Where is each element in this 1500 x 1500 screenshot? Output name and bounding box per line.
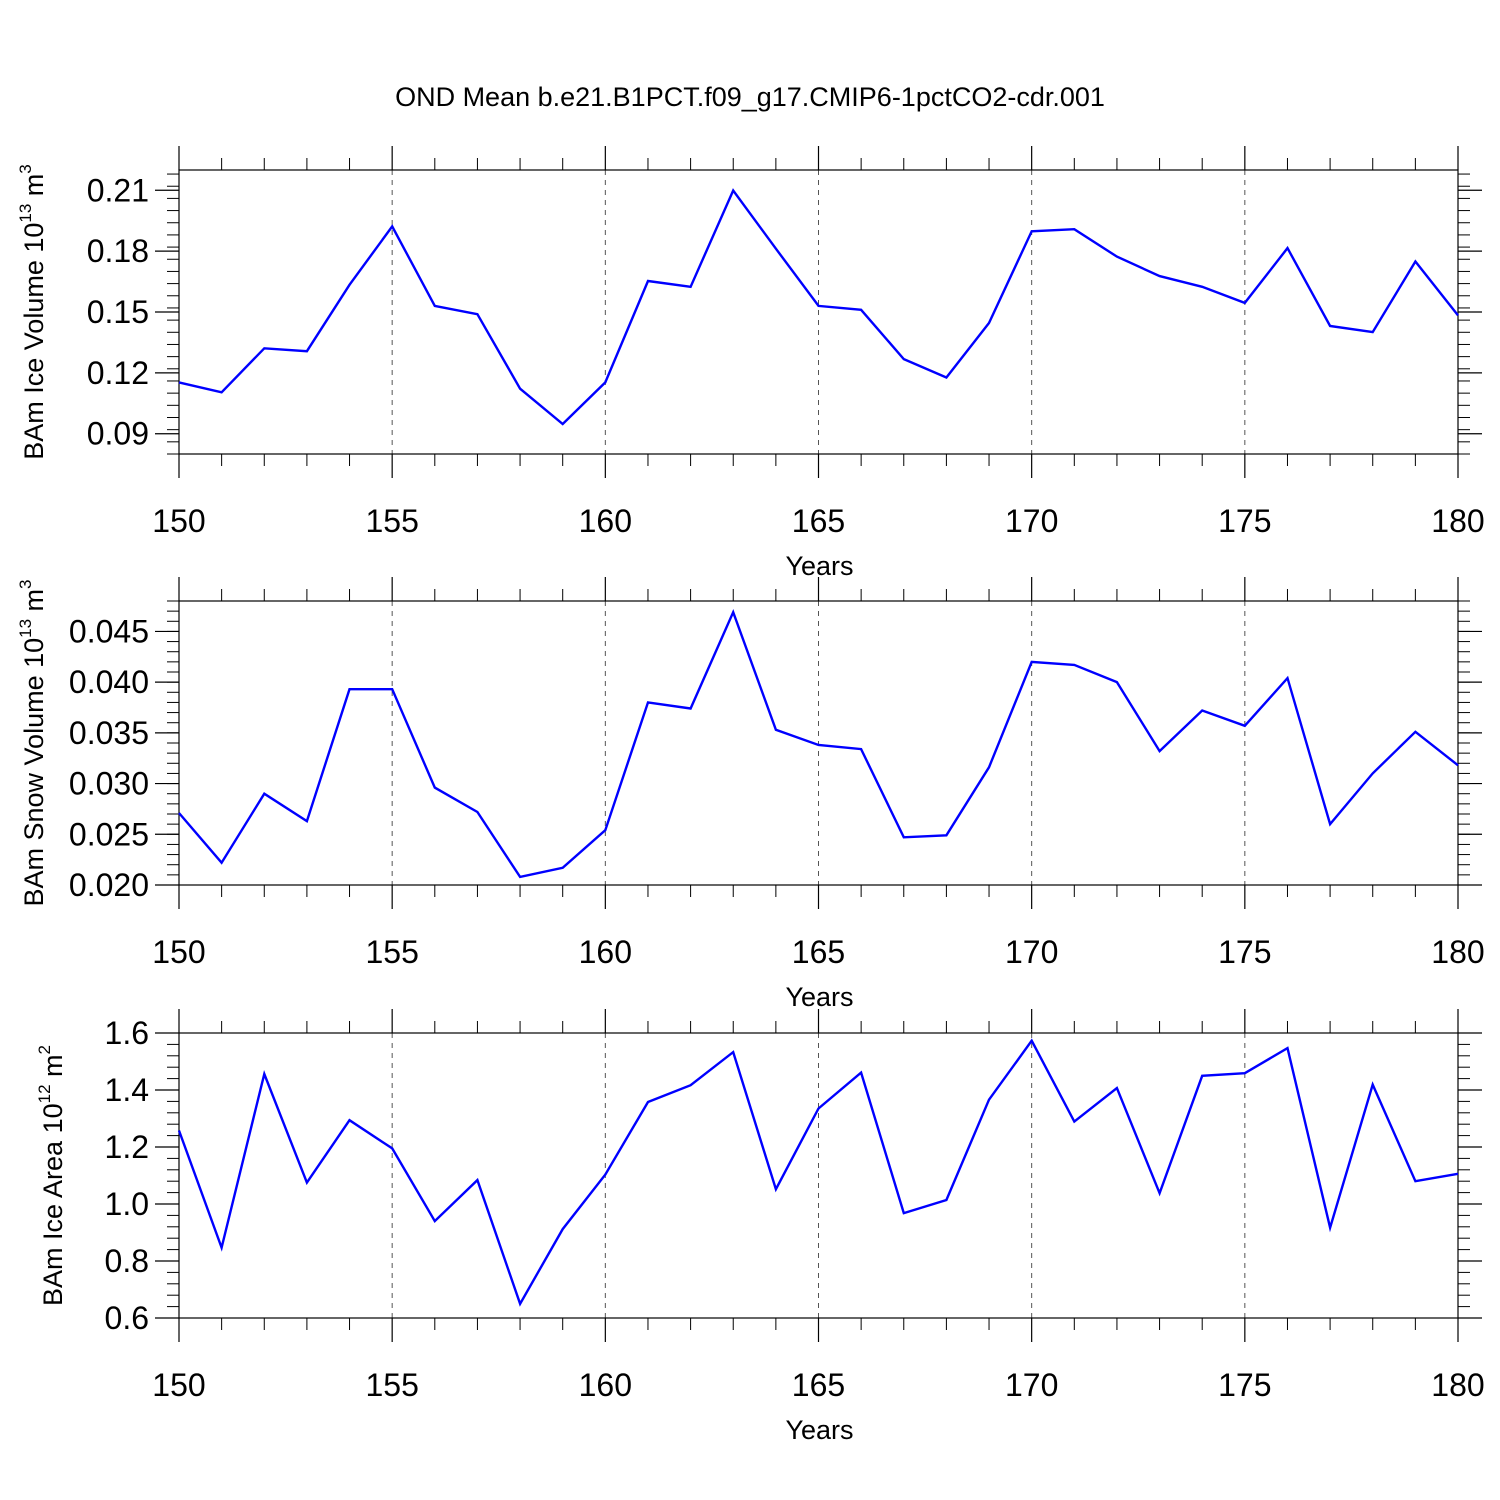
chart-panels: 0.09 0.12 0.15 0.18 0.21 150 155 160 165 170 175 18…: [16, 146, 1485, 1445]
x-tick-label: 165: [792, 1367, 845, 1403]
y-tick-label: 0.025: [69, 816, 149, 852]
y-tick-label: 0.030: [69, 766, 149, 802]
x-axis-label: Years: [785, 1415, 853, 1445]
x-tick-label: 160: [579, 1367, 632, 1403]
x-tick-label: 150: [152, 934, 205, 970]
y-tick-label: 0.6: [105, 1300, 149, 1336]
y-tick-label: 0.035: [69, 715, 149, 751]
x-tick-label: 175: [1218, 934, 1271, 970]
x-tick-label: 180: [1431, 503, 1484, 539]
y-tick-label: 0.045: [69, 613, 149, 649]
x-tick-label: 165: [792, 503, 845, 539]
series-line: [178, 608, 1459, 879]
x-axis-label: Years: [785, 982, 853, 1012]
y-tick-label: 0.8: [105, 1243, 149, 1279]
x-tick-label: 150: [152, 503, 205, 539]
x-tick-label: 175: [1218, 503, 1271, 539]
x-tick-label: 165: [792, 934, 845, 970]
y-tick-label: 0.15: [87, 294, 149, 330]
x-tick-label: 155: [365, 934, 418, 970]
series-line: [178, 188, 1459, 426]
y-tick-label: 1.2: [105, 1129, 149, 1165]
x-tick-label: 155: [365, 1367, 418, 1403]
x-tick-label: 160: [579, 503, 632, 539]
x-axis-label: Years: [785, 551, 853, 581]
chart-panel-2: 0.020 0.025 0.030 0.035 0.040 0.045 150 155 160 1…: [16, 577, 1485, 1012]
x-tick-label: 150: [152, 1367, 205, 1403]
x-tick-label: 180: [1431, 934, 1484, 970]
x-tick-label: 170: [1005, 503, 1058, 539]
x-tick-label: 170: [1005, 1367, 1058, 1403]
y-tick-label: 0.18: [87, 233, 149, 269]
x-tick-label: 175: [1218, 1367, 1271, 1403]
y-tick-label: 1.4: [105, 1072, 149, 1108]
y-axis-label: BAm Ice Area 1012 m2: [35, 1045, 68, 1306]
y-tick-label: 0.21: [87, 172, 149, 208]
y-tick-label: 0.12: [87, 355, 149, 391]
y-tick-label: 0.09: [87, 416, 149, 452]
x-tick-label: 160: [579, 934, 632, 970]
y-tick-label: 0.020: [69, 867, 149, 903]
chart-panel-1: 0.09 0.12 0.15 0.18 0.21 150 155 160 165 170 175 18…: [16, 146, 1485, 581]
x-tick-label: 180: [1431, 1367, 1484, 1403]
series-line: [177, 1038, 1459, 1307]
chart-panel-3: 0.6 0.8 1.0 1.2 1.4 1.6 150 155 160 165 170 175 180 Y…: [35, 1009, 1485, 1445]
y-axis-label: BAm Ice Volume 1013 m3: [16, 164, 49, 460]
y-axis-label: BAm Snow Volume 1013 m3: [16, 579, 49, 906]
y-tick-label: 0.040: [69, 664, 149, 700]
y-tick-label: 1.0: [105, 1186, 149, 1222]
y-tick-label: 1.6: [105, 1015, 149, 1051]
x-tick-label: 170: [1005, 934, 1058, 970]
x-tick-label: 155: [365, 503, 418, 539]
figure-title: OND Mean b.e21.B1PCT.f09_g17.CMIP6-1pctC…: [395, 82, 1105, 112]
